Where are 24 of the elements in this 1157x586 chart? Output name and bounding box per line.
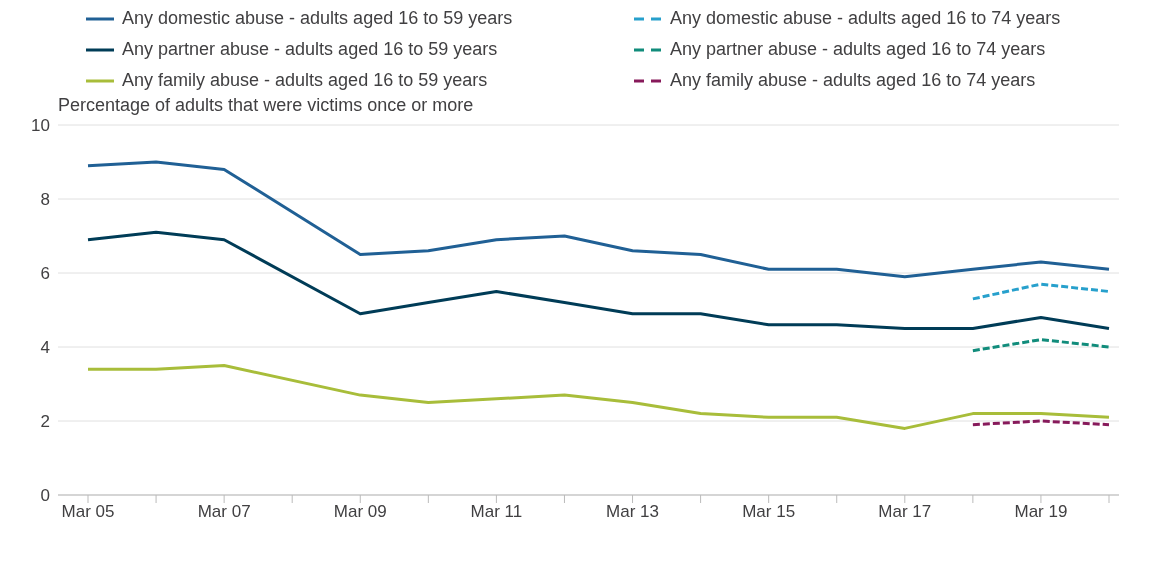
x-tick-label: Mar 19	[1014, 502, 1068, 522]
x-tick-label: Mar 11	[470, 502, 523, 522]
legend-label: Any domestic abuse - adults aged 16 to 74 years	[670, 8, 1061, 29]
y-tick-label: 4	[40, 338, 50, 358]
y-tick-label: 6	[40, 264, 50, 284]
y-axis-title: Percentage of adults that were victims once or more	[58, 95, 474, 116]
line-series	[86, 160, 1111, 279]
x-tick-label: Mar 05	[61, 502, 115, 522]
x-tick-label: Mar 07	[197, 502, 251, 522]
legend-label: Any family abuse - adults aged 16 to 74 years	[670, 70, 1036, 91]
legend-label: Any domestic abuse - adults aged 16 to 59 years	[122, 8, 513, 29]
x-tick-label: Mar 09	[333, 502, 387, 522]
y-tick-label: 10	[31, 116, 50, 136]
x-tick-label: Mar 15	[742, 502, 796, 522]
line-series	[86, 364, 1111, 430]
legend-label: Any partner abuse - adults aged 16 to 74 years	[670, 39, 1046, 60]
x-tick-label: Mar 17	[878, 502, 932, 522]
line-series	[86, 230, 1111, 330]
x-tick-label: Mar 13	[606, 502, 659, 522]
legend-label: Any partner abuse - adults aged 16 to 59 years	[122, 39, 498, 60]
y-tick-label: 2	[40, 412, 50, 432]
y-tick-label: 0	[40, 486, 50, 506]
legend-label: Any family abuse - adults aged 16 to 59 years	[122, 70, 488, 91]
y-tick-label: 8	[40, 190, 50, 210]
